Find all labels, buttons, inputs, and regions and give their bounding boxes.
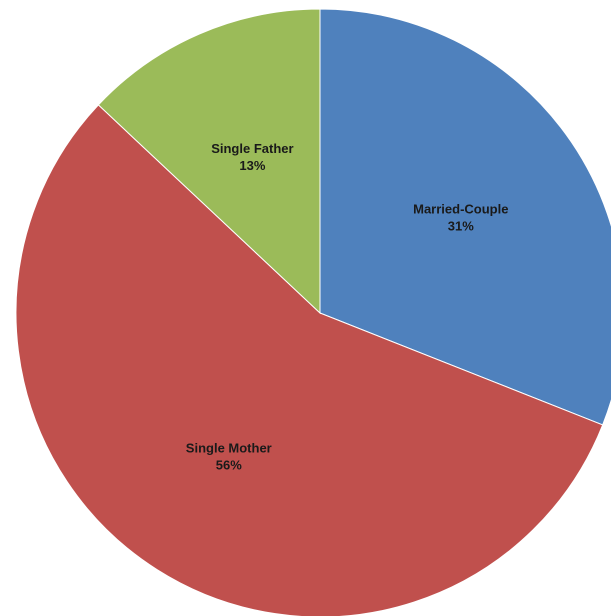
slices-layer: [15, 8, 611, 616]
pie-slice-single-father: [97, 8, 321, 315]
slice-label-single-mother: Single Mother: [186, 441, 272, 456]
slice-percent-single-father: 13%: [239, 158, 265, 173]
slice-label-married-couple: Married-Couple: [413, 201, 508, 216]
labels-layer: Married-Couple 31% Single Mother 56% Single …: [186, 141, 509, 473]
slice-percent-married-couple: 31%: [448, 218, 474, 233]
pie-slice-married-couple: [319, 8, 611, 426]
slice-label-single-father: Single Father: [211, 141, 293, 156]
slice-percent-single-mother: 56%: [216, 458, 242, 473]
pie-slice-single-mother: [15, 104, 604, 616]
